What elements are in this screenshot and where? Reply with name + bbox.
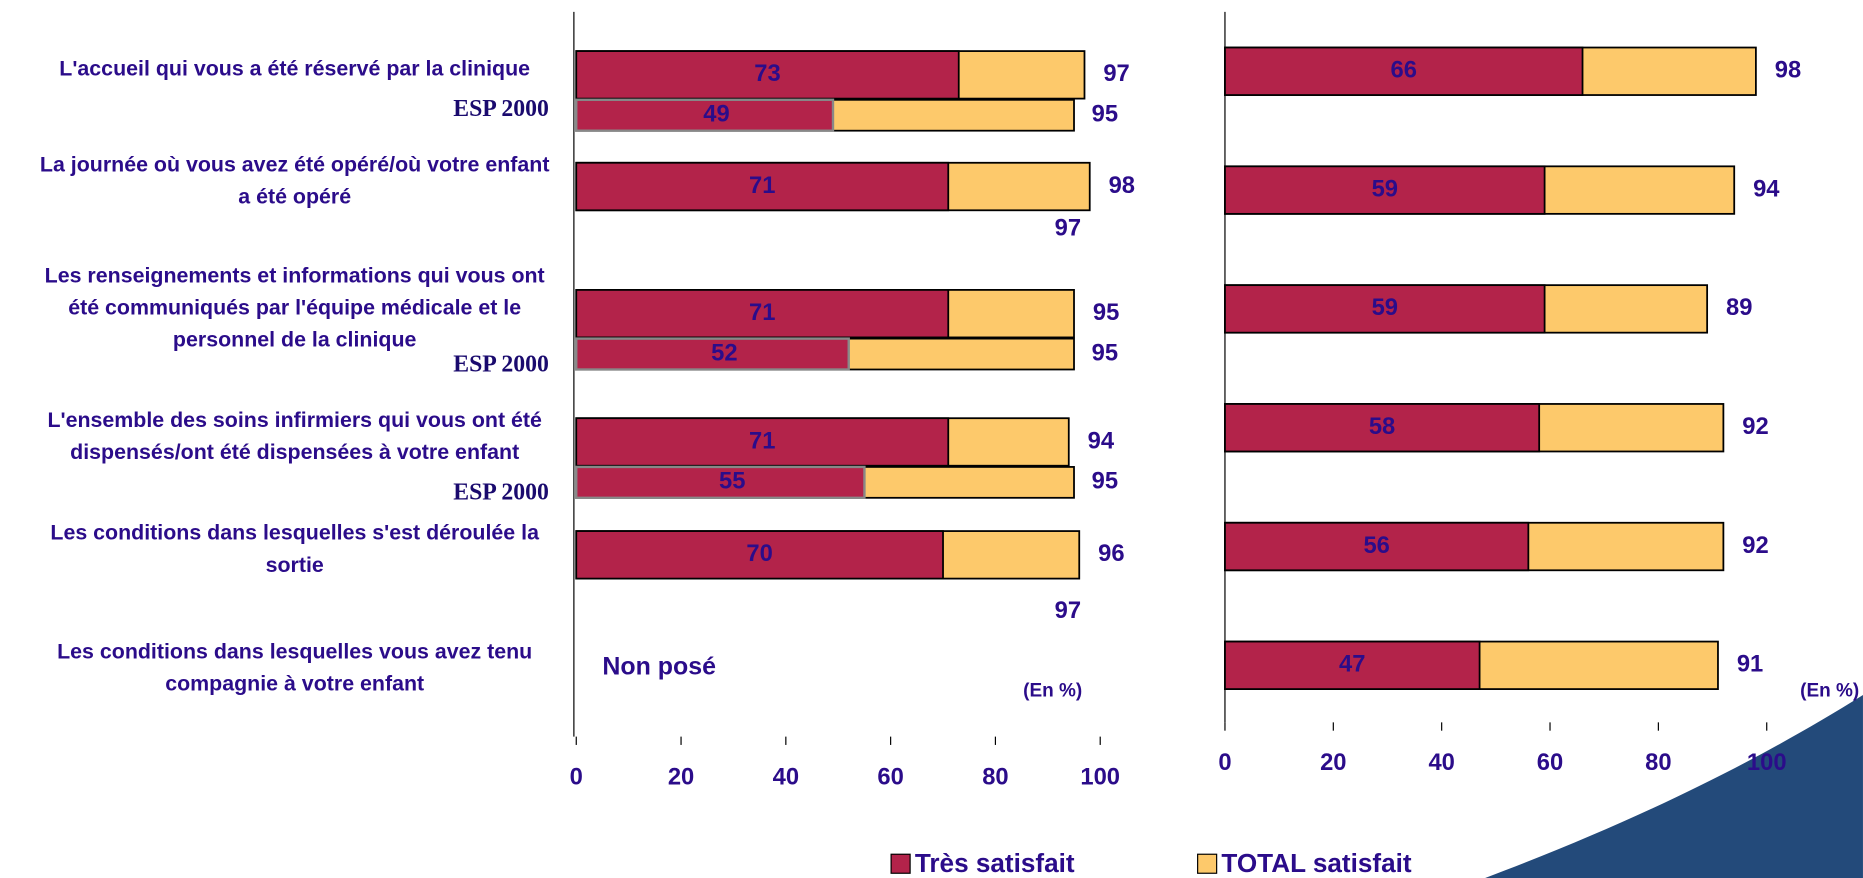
category-label: dispensés/ont été dispensées à votre enf…: [70, 440, 519, 464]
value-label: 89: [1726, 294, 1752, 321]
x-tick-label: 0: [570, 763, 583, 790]
category-label: Les conditions dans lesquelles vous avez…: [57, 639, 532, 663]
category-label: compagnie à votre enfant: [165, 672, 424, 696]
value-label: 59: [1372, 294, 1398, 321]
x-tick-label: 60: [877, 763, 903, 790]
unit-note: (En %): [1023, 680, 1082, 701]
esp-value-label: 52: [711, 339, 737, 366]
category-label: personnel de la clinique: [173, 328, 417, 352]
category-label: a été opéré: [238, 184, 351, 208]
value-label: 94: [1753, 175, 1780, 202]
value-label: 47: [1339, 651, 1365, 678]
esp-value-label: 95: [1092, 339, 1118, 366]
value-label: 97: [1103, 60, 1129, 87]
esp-label: ESP 2000: [453, 480, 549, 506]
missing-label: Non posé: [602, 652, 716, 680]
category-label: La journée où vous avez été opéré/où vot…: [40, 152, 550, 176]
decoration: [1485, 695, 1863, 878]
legend-swatch: [1198, 854, 1217, 873]
legend-label: TOTAL satisfait: [1221, 848, 1411, 878]
value-label: 96: [1098, 540, 1124, 567]
x-tick-label: 80: [982, 763, 1008, 790]
x-tick-label: 0: [1218, 749, 1231, 776]
value-label: 98: [1775, 57, 1801, 84]
value-label: 66: [1391, 57, 1417, 84]
esp-value-label: 97: [1055, 215, 1081, 242]
category-label: Les renseignements et informations qui v…: [45, 263, 545, 287]
x-tick-label: 20: [668, 763, 694, 790]
esp-value-label: 97: [1055, 597, 1081, 624]
value-label: 70: [746, 540, 772, 567]
esp-value-label: 49: [703, 101, 729, 128]
esp-label: ESP 2000: [453, 351, 549, 377]
unit-note: (En %): [1800, 680, 1859, 701]
esp-label: ESP 2000: [453, 96, 549, 122]
value-label: 71: [749, 299, 775, 326]
slide: 0 20 40 60 80 100 (En %) L'accueil qui vous a é…: [0, 0, 1863, 878]
value-label: 95: [1093, 299, 1119, 326]
value-label: 92: [1742, 413, 1768, 440]
x-tick-label: 80: [1645, 749, 1671, 776]
value-label: 56: [1363, 532, 1389, 559]
value-label: 71: [749, 427, 775, 454]
value-label: 91: [1737, 651, 1763, 678]
esp-value-label: 95: [1092, 468, 1118, 495]
value-label: 59: [1372, 175, 1398, 202]
x-tick-label: 60: [1537, 749, 1563, 776]
value-label: 58: [1369, 413, 1395, 440]
value-label: 94: [1088, 427, 1115, 454]
category-label: L'accueil qui vous a été réservé par la …: [59, 57, 530, 81]
x-tick-label: 20: [1320, 749, 1346, 776]
x-tick-label: 100: [1747, 749, 1787, 776]
x-tick-label: 40: [773, 763, 799, 790]
legend-label: Très satisfait: [915, 848, 1075, 878]
category-label: été communiqués par l'équipe médicale et…: [68, 296, 521, 320]
esp-value-label: 95: [1092, 101, 1118, 128]
x-tick-label: 40: [1428, 749, 1454, 776]
value-label: 98: [1109, 172, 1135, 199]
page: 0 20 40 60 80 100 (En %) L'accueil qui vous a é…: [0, 0, 1863, 878]
value-label: 71: [749, 172, 775, 199]
value-label: 73: [754, 60, 780, 87]
x-tick-label: 100: [1080, 763, 1120, 790]
category-label: L'ensemble des soins infirmiers qui vous…: [47, 408, 542, 432]
legend-swatch: [891, 854, 910, 873]
value-label: 92: [1742, 532, 1768, 559]
category-label: Les conditions dans lesquelles s'est dér…: [50, 521, 540, 545]
category-label: sortie: [266, 553, 324, 577]
esp-value-label: 55: [719, 468, 745, 495]
